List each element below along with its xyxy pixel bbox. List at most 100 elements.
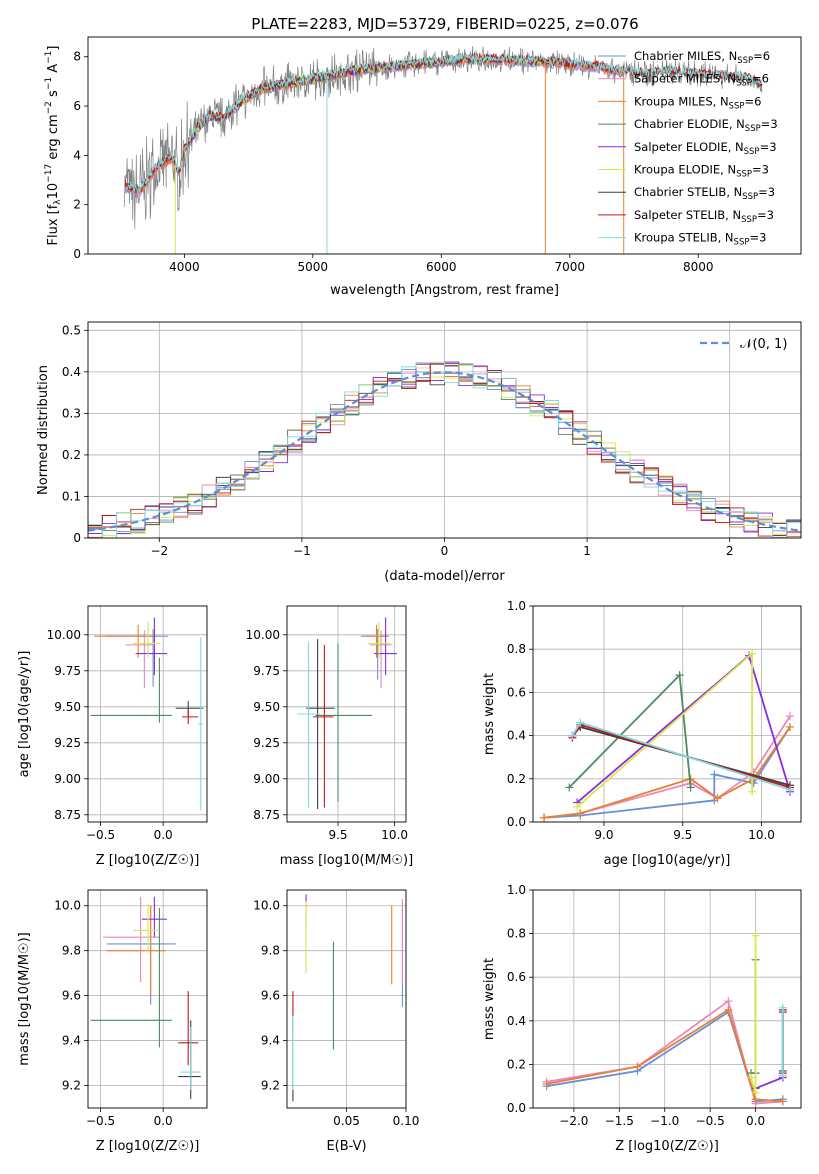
x-tick-label: −0.5: [86, 1114, 115, 1128]
weight-point-marker: [565, 783, 574, 792]
y-tick-label: 9.00: [54, 772, 81, 786]
spectrum-x-label: wavelength [Angstrom, rest frame]: [330, 283, 559, 298]
weights_vs_age-x-label: age [log10(age/yr)]: [604, 853, 731, 868]
mass_vs_Z-x-label: Z [log10(Z/Z☉)]: [96, 1139, 200, 1154]
weight-point-marker: [748, 787, 757, 796]
y-tick-label: 0: [73, 531, 81, 545]
y-tick-label: 0.2: [507, 772, 526, 786]
y-tick-label: 1.0: [507, 599, 526, 613]
residuals-x-label: (data-model)/error: [384, 569, 505, 584]
weight-line-salpeter_elodie: [755, 1076, 784, 1090]
y-tick-label: 8.75: [253, 808, 280, 822]
weight-point-marker: [751, 1088, 760, 1097]
x-tick-label: −0.5: [86, 828, 115, 842]
x-tick-label: 4000: [169, 260, 200, 274]
legend-label: Chabrier ELODIE, NSSP=3: [634, 117, 778, 134]
y-tick-label: 0: [73, 247, 81, 261]
x-tick-label: 8000: [683, 260, 714, 274]
weights_vs_age-chart: 9.0 9.5 10.0 0.0 0.2 0.4 0.6 0.8 1.0 age [log10(a…: [482, 599, 802, 868]
y-tick-label: 9.75: [253, 664, 280, 678]
spectrum-legend: Chabrier MILES, NSSP=6 Salpeter MILES, NS…: [598, 49, 778, 248]
mass_vs_ebv-x-label: E(B-V): [326, 1139, 366, 1154]
weight-point-marker: [542, 1080, 551, 1089]
weight-point-marker: [747, 1073, 756, 1082]
x-tick-label: 10.0: [381, 828, 408, 842]
y-tick-label: 9.25: [54, 736, 81, 750]
residual-hist-kroupa_stelib: [88, 361, 801, 538]
weight-point-marker: [633, 1062, 642, 1071]
weight-point-marker: [573, 802, 582, 811]
spectrum-y-label: Flux [fλ10−17 erg cm−2 s−1 A−1]: [44, 46, 63, 246]
y-tick-label: 9.75: [54, 664, 81, 678]
mass_vs_Z-chart: −0.5 0.0 9.2 9.4 9.6 9.8 10.0 Z [log10(Z/Z☉)] ma…: [17, 889, 208, 1154]
residuals-chart: −2 −1 0 1 2 0 0.1 0.2 0.3 0.4 0.5 (data-model)/erro…: [36, 321, 802, 584]
legend-label: Salpeter MILES, NSSP=6: [634, 72, 769, 89]
weight-point-marker: [710, 770, 719, 779]
mass_vs_ebv-plot-area: [292, 894, 403, 1102]
x-tick-label: 0: [441, 544, 449, 558]
y-tick-label: 4: [73, 148, 81, 162]
weight-point-marker: [576, 718, 585, 727]
weight-point-marker: [540, 813, 549, 822]
x-tick-label: 10.0: [748, 828, 775, 842]
weight-point-marker: [748, 649, 757, 658]
y-tick-label: 9.6: [62, 989, 81, 1003]
y-tick-label: 0.6: [507, 970, 526, 984]
weights_vs_Z-y-label: mass weight: [482, 958, 497, 1040]
x-tick-label: 0.0: [746, 1114, 765, 1128]
weight-point-marker: [713, 794, 722, 803]
weight-point-marker: [778, 1097, 787, 1106]
y-tick-label: 0.5: [62, 323, 81, 337]
x-tick-label: −2: [150, 544, 168, 558]
age_vs_Z-y-label: age [log10(age/yr)]: [17, 651, 32, 778]
x-tick-label: 9.5: [673, 828, 692, 842]
weight-point-marker: [785, 722, 794, 731]
x-tick-label: 9.0: [594, 828, 613, 842]
residuals-y-label: Normed distribution: [36, 365, 51, 495]
legend-label: Kroupa MILES, NSSP=6: [634, 94, 761, 111]
y-tick-label: 10.00: [47, 628, 81, 642]
x-tick-label: 0.0: [154, 1114, 173, 1128]
y-tick-label: 1.0: [507, 883, 526, 897]
weights_vs_age-plot-area: [540, 649, 794, 822]
y-tick-label: 9.50: [253, 700, 280, 714]
x-tick-label: 5000: [298, 260, 329, 274]
age_vs_mass-x-label: mass [log10(M/M☉)]: [280, 853, 413, 868]
y-tick-label: 9.50: [54, 700, 81, 714]
age_vs_mass-chart: 9.5 10.0 8.75 9.00 9.25 9.50 9.75 10.00 mass [lo…: [246, 605, 413, 868]
age_vs_mass-plot-area: [297, 617, 397, 810]
x-tick-label: −1: [293, 544, 311, 558]
y-tick-label: 0.4: [62, 365, 81, 379]
y-tick-label: 0.6: [507, 685, 526, 699]
y-tick-label: 10.00: [246, 628, 280, 642]
y-tick-label: 0.2: [507, 1057, 526, 1071]
mass_vs_Z-y-label: mass [log10(M/M☉)]: [17, 932, 32, 1065]
weights_vs_Z-x-label: Z [log10(Z/Z☉)]: [615, 1139, 719, 1154]
y-tick-label: 6: [73, 99, 81, 113]
weight-point-marker: [751, 931, 760, 940]
y-tick-label: 0.2: [62, 448, 81, 462]
weight-point-marker: [785, 712, 794, 721]
y-tick-label: 9.4: [62, 1034, 81, 1048]
panels: 4000 5000 6000 7000 8000 0 2 4 6 8 wavelength [Ang…: [17, 36, 802, 1154]
y-tick-label: 8.75: [54, 808, 81, 822]
y-tick-label: 9.6: [261, 989, 280, 1003]
x-tick-label: 9.5: [328, 828, 347, 842]
spectrum-plot-area: [123, 46, 763, 254]
y-tick-label: 9.4: [261, 1034, 280, 1048]
y-tick-label: 0.0: [507, 1101, 526, 1115]
axes-frame: [532, 605, 802, 823]
weight-point-marker: [785, 785, 794, 794]
y-tick-label: 0.1: [62, 489, 81, 503]
legend-label: Salpeter ELODIE, NSSP=3: [634, 140, 777, 157]
spectrum-model-kroupa_stelib: [125, 53, 763, 194]
y-tick-label: 0.8: [507, 927, 526, 941]
normal-legend-label: 𝒩(0, 1): [740, 337, 787, 352]
x-tick-label: 7000: [554, 260, 585, 274]
weight-point-marker: [686, 783, 695, 792]
axes-frame: [532, 889, 802, 1109]
age_vs_Z-x-label: Z [log10(Z/Z☉)]: [96, 853, 200, 868]
y-tick-label: 0.0: [507, 815, 526, 829]
y-tick-label: 10.0: [54, 899, 81, 913]
